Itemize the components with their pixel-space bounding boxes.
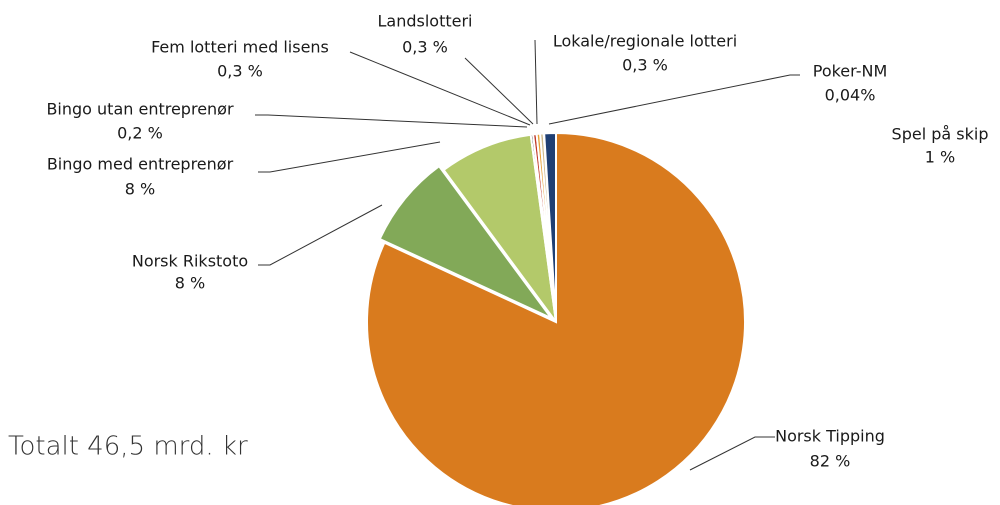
slice-value-label: 0,3 % [217,62,263,81]
slice-label: Fem lotteri med lisens [151,38,329,57]
pie-slice [378,164,553,320]
slice-value-label: 1 % [925,148,955,167]
leader-line [255,114,528,128]
slice-value-label: 82 % [810,452,851,471]
slice-value-label: 0,3 % [402,38,448,57]
slice-label: Landslotteri [378,12,473,31]
slice-label: Poker-NM [813,62,888,81]
leader-line [349,51,531,126]
pie-slice [442,133,557,323]
slice-label: Spel på skip [892,125,989,144]
leader-line [689,436,775,471]
slice-label: Norsk Tipping [775,427,885,446]
slice-value-label: 0,3 % [622,56,668,75]
slice-label: Lokale/regionale lotteri [553,32,737,51]
leader-line [258,204,383,266]
slice-label: Bingo med entreprenør [47,155,234,174]
slice-value-label: 0,04% [825,86,876,105]
slice-value-label: 0,2 % [117,124,163,143]
leader-line [258,141,441,173]
slice-label: Bingo utan entreprenør [46,100,234,119]
slice-label: Norsk Rikstoto [132,252,248,271]
slice-value-label: 8 % [125,180,155,199]
leader-line [464,57,534,125]
slice-value-label: 8 % [175,274,205,293]
pie-slice [543,131,557,323]
leader-line [548,74,800,125]
annotation: Totalt 46,5 mrd. kr [8,432,248,462]
leader-line [534,39,538,125]
